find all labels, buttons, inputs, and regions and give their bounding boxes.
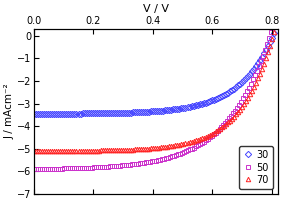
50 [270, 31, 273, 33]
30 [97, 112, 101, 114]
70 [198, 138, 201, 140]
30 [83, 112, 86, 115]
50 [32, 168, 36, 170]
70 [97, 149, 101, 152]
30 [166, 109, 169, 111]
70 [83, 150, 86, 152]
Y-axis label: J / mAcm⁻²: J / mAcm⁻² [4, 84, 14, 139]
30 [264, 49, 268, 51]
50 [96, 166, 100, 169]
50 [196, 144, 199, 146]
50 [220, 126, 223, 128]
70 [264, 57, 268, 59]
70 [32, 150, 36, 152]
50 [82, 167, 86, 169]
Line: 50: 50 [32, 30, 273, 171]
Line: 30: 30 [32, 31, 277, 116]
30 [273, 32, 276, 34]
30 [198, 103, 201, 106]
30 [222, 94, 225, 96]
50 [164, 157, 167, 159]
X-axis label: V / V: V / V [143, 4, 169, 14]
Line: 70: 70 [32, 29, 277, 153]
70 [273, 30, 276, 33]
50 [262, 54, 265, 57]
70 [222, 125, 225, 127]
30 [32, 112, 36, 115]
Legend: 30, 50, 70: 30, 50, 70 [239, 146, 273, 189]
70 [166, 145, 169, 148]
